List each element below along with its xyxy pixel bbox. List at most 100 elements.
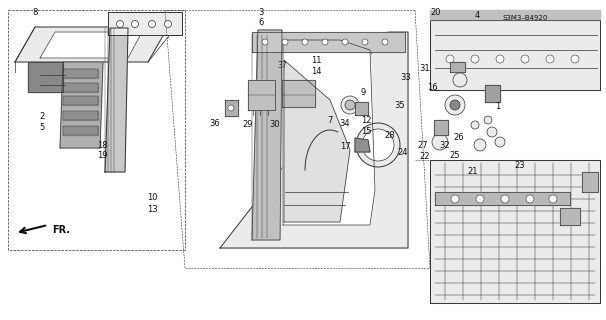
Text: 27: 27 (418, 140, 428, 149)
Polygon shape (430, 10, 600, 20)
Circle shape (382, 39, 388, 45)
Text: 9: 9 (361, 87, 365, 97)
Text: 13: 13 (147, 204, 158, 213)
Text: 24: 24 (398, 148, 408, 156)
Circle shape (496, 55, 504, 63)
Circle shape (362, 39, 368, 45)
Text: 4: 4 (474, 11, 479, 20)
Polygon shape (225, 100, 238, 116)
Text: 30: 30 (270, 119, 281, 129)
Text: 31: 31 (420, 63, 430, 73)
Polygon shape (63, 126, 98, 135)
Circle shape (526, 195, 534, 203)
Circle shape (451, 195, 459, 203)
Circle shape (432, 134, 448, 150)
Text: 7: 7 (327, 116, 333, 124)
Text: FR.: FR. (52, 225, 70, 235)
Text: 14: 14 (311, 67, 321, 76)
Polygon shape (485, 85, 500, 102)
Text: 34: 34 (340, 118, 350, 127)
Text: 25: 25 (450, 150, 460, 159)
Circle shape (164, 20, 171, 28)
Text: 36: 36 (210, 118, 221, 127)
Circle shape (445, 95, 465, 115)
Polygon shape (63, 96, 98, 105)
Polygon shape (108, 12, 182, 35)
Polygon shape (63, 69, 98, 78)
Circle shape (116, 20, 124, 28)
Text: 8: 8 (32, 7, 38, 17)
Text: 29: 29 (243, 119, 253, 129)
Text: 32: 32 (440, 140, 450, 149)
Text: 37: 37 (277, 60, 287, 69)
Text: 33: 33 (401, 73, 411, 82)
Polygon shape (450, 62, 465, 72)
Text: 18: 18 (97, 140, 107, 149)
Text: 11: 11 (311, 55, 321, 65)
Polygon shape (282, 80, 315, 107)
Circle shape (228, 105, 234, 111)
Circle shape (501, 195, 509, 203)
Circle shape (495, 137, 505, 147)
Circle shape (484, 116, 492, 124)
Polygon shape (252, 32, 405, 52)
Polygon shape (284, 60, 350, 222)
Polygon shape (63, 111, 98, 120)
Polygon shape (220, 32, 408, 248)
Circle shape (450, 100, 460, 110)
Circle shape (487, 127, 497, 137)
Polygon shape (435, 192, 570, 205)
Text: 6: 6 (258, 18, 264, 27)
Polygon shape (252, 30, 282, 240)
Polygon shape (40, 32, 142, 58)
Text: 12: 12 (361, 116, 371, 124)
Circle shape (322, 39, 328, 45)
Circle shape (341, 96, 359, 114)
Circle shape (362, 129, 394, 161)
Text: 1: 1 (495, 101, 501, 110)
Text: 28: 28 (385, 131, 395, 140)
Polygon shape (430, 10, 600, 90)
Polygon shape (63, 83, 98, 92)
Circle shape (345, 100, 355, 110)
Polygon shape (248, 80, 275, 110)
Text: 23: 23 (514, 161, 525, 170)
Polygon shape (355, 138, 370, 152)
Text: 2: 2 (39, 111, 45, 121)
Polygon shape (430, 160, 600, 303)
Circle shape (148, 20, 156, 28)
Circle shape (446, 55, 454, 63)
Text: 20: 20 (431, 7, 441, 17)
Text: 26: 26 (454, 132, 464, 141)
Text: 17: 17 (340, 141, 350, 150)
Text: 15: 15 (361, 126, 371, 135)
Circle shape (521, 55, 529, 63)
Circle shape (571, 55, 579, 63)
Polygon shape (434, 120, 448, 135)
Circle shape (262, 39, 268, 45)
Text: 21: 21 (468, 166, 478, 175)
Text: 3: 3 (258, 7, 264, 17)
Circle shape (302, 39, 308, 45)
Text: 22: 22 (420, 151, 430, 161)
Polygon shape (60, 62, 103, 148)
Polygon shape (28, 62, 63, 92)
Circle shape (282, 39, 288, 45)
Circle shape (474, 139, 486, 151)
Circle shape (549, 195, 557, 203)
Polygon shape (283, 40, 375, 225)
Circle shape (471, 55, 479, 63)
Circle shape (471, 121, 479, 129)
Polygon shape (582, 172, 598, 192)
Circle shape (546, 55, 554, 63)
Circle shape (453, 73, 467, 87)
Circle shape (356, 123, 400, 167)
Polygon shape (105, 28, 128, 172)
Circle shape (476, 195, 484, 203)
Text: 16: 16 (427, 83, 438, 92)
Text: S3M3–B4920: S3M3–B4920 (503, 15, 548, 21)
Circle shape (342, 39, 348, 45)
Text: 35: 35 (395, 100, 405, 109)
Polygon shape (560, 208, 580, 225)
Text: 10: 10 (147, 194, 157, 203)
